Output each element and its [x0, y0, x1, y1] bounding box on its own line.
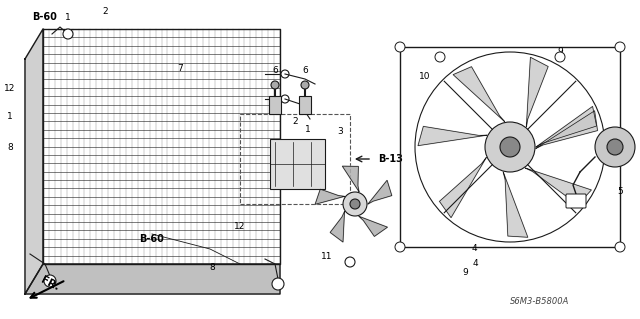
Polygon shape	[359, 216, 387, 236]
Polygon shape	[25, 264, 280, 294]
Text: 2: 2	[292, 117, 298, 126]
Text: 4: 4	[472, 258, 478, 268]
Text: FR.: FR.	[39, 275, 61, 293]
Circle shape	[615, 242, 625, 252]
Bar	[240, 114, 350, 204]
Text: B-60: B-60	[33, 12, 58, 22]
Polygon shape	[440, 158, 486, 218]
Circle shape	[281, 95, 289, 103]
Text: 1: 1	[65, 13, 71, 22]
Circle shape	[350, 199, 360, 209]
Circle shape	[615, 42, 625, 52]
Circle shape	[301, 81, 309, 89]
Polygon shape	[368, 180, 392, 204]
Text: 5: 5	[617, 187, 623, 196]
Bar	[270, 139, 325, 189]
Polygon shape	[536, 107, 596, 147]
Polygon shape	[526, 57, 548, 127]
Polygon shape	[525, 168, 591, 205]
Circle shape	[63, 29, 73, 39]
Text: 9: 9	[462, 268, 468, 277]
Text: B-60: B-60	[140, 234, 164, 244]
Circle shape	[435, 52, 445, 62]
Polygon shape	[453, 67, 504, 122]
Circle shape	[345, 257, 355, 267]
Polygon shape	[315, 189, 344, 204]
Circle shape	[271, 81, 279, 89]
Text: 9: 9	[557, 47, 563, 56]
Circle shape	[607, 139, 623, 155]
Circle shape	[595, 127, 635, 167]
Polygon shape	[503, 172, 528, 237]
Bar	[400, 47, 620, 247]
Text: 6: 6	[302, 66, 308, 75]
Circle shape	[395, 42, 405, 52]
Polygon shape	[330, 211, 344, 242]
Circle shape	[272, 278, 284, 290]
Text: 10: 10	[419, 72, 431, 81]
Text: 4: 4	[471, 244, 477, 253]
Text: 7: 7	[177, 64, 183, 73]
Circle shape	[44, 275, 56, 287]
Text: 12: 12	[234, 222, 246, 231]
Circle shape	[485, 122, 535, 172]
Circle shape	[281, 70, 289, 78]
Text: 1: 1	[7, 112, 13, 121]
Polygon shape	[536, 111, 598, 148]
Polygon shape	[418, 126, 487, 146]
Text: 3: 3	[337, 127, 343, 136]
FancyBboxPatch shape	[566, 194, 586, 208]
Text: 2: 2	[102, 7, 108, 16]
Bar	[269, 96, 281, 114]
Polygon shape	[342, 166, 359, 192]
Circle shape	[395, 242, 405, 252]
Bar	[299, 96, 311, 114]
Polygon shape	[25, 29, 43, 294]
Text: 8: 8	[7, 143, 13, 152]
Text: B-13: B-13	[378, 154, 403, 164]
Text: 8: 8	[209, 263, 215, 272]
Text: 6: 6	[272, 66, 278, 75]
Text: 11: 11	[321, 252, 333, 261]
Text: 1: 1	[305, 125, 311, 134]
Circle shape	[500, 137, 520, 157]
Circle shape	[343, 192, 367, 216]
Polygon shape	[43, 29, 280, 264]
Circle shape	[555, 52, 565, 62]
Text: 12: 12	[4, 84, 16, 93]
Text: S6M3-B5800A: S6M3-B5800A	[510, 297, 570, 306]
